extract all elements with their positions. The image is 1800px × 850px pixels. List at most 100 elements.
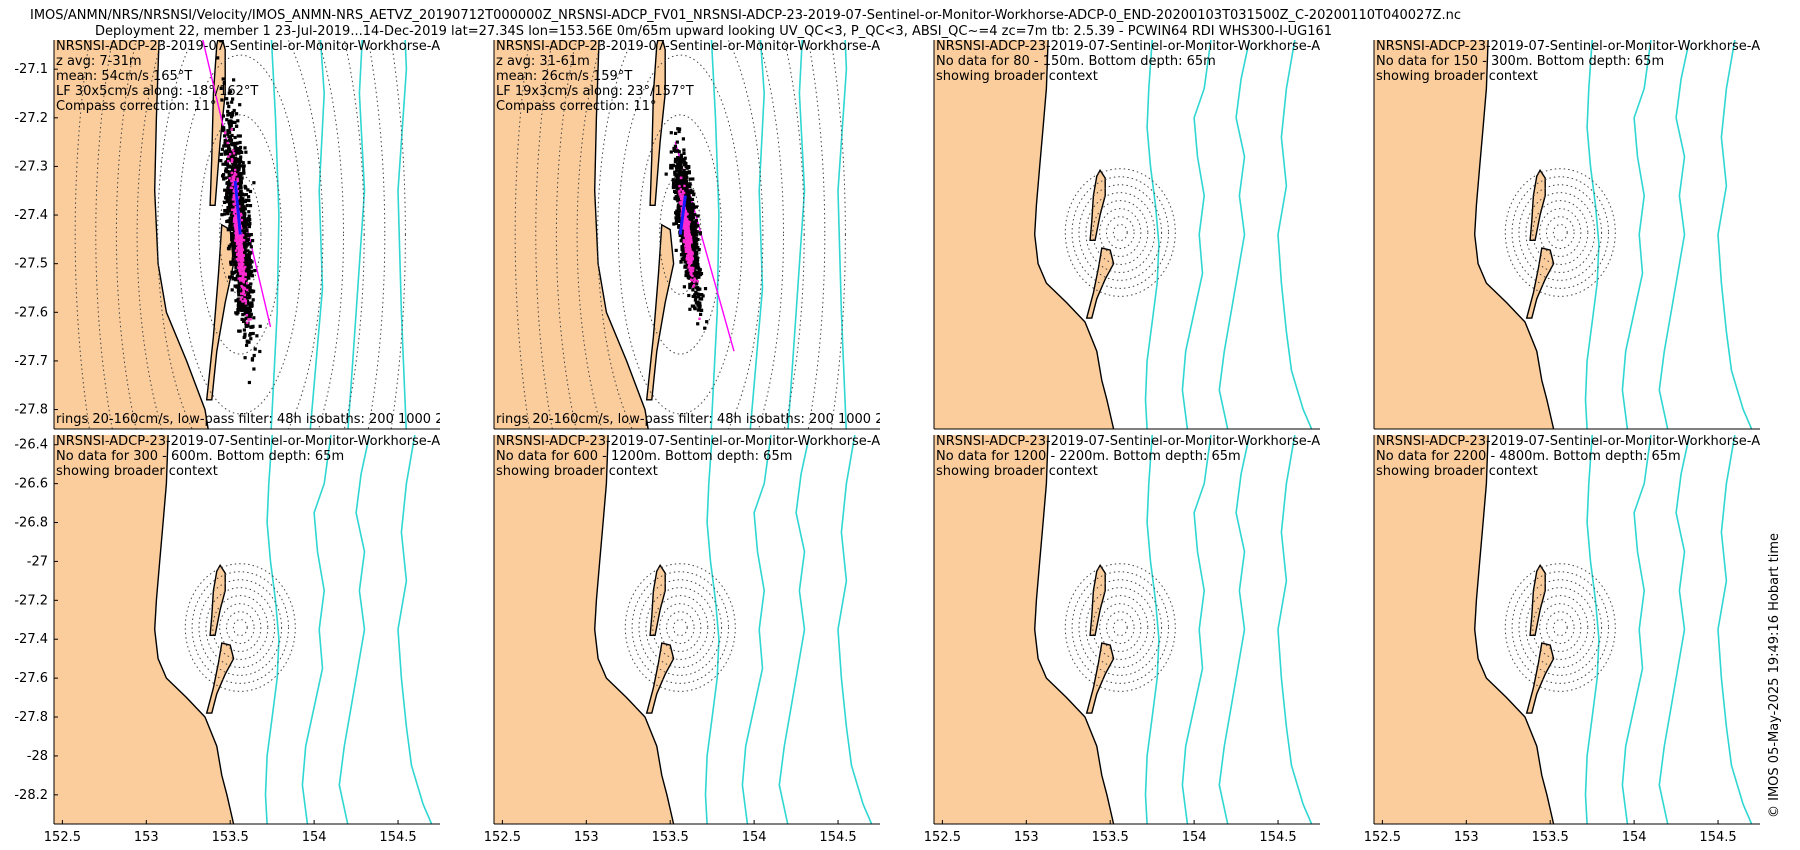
scatter-point xyxy=(232,182,235,186)
scatter-point xyxy=(244,236,248,240)
scatter-point xyxy=(231,149,235,152)
isobath-4000 xyxy=(1717,435,1753,824)
x-tick-label: 154.5 xyxy=(1259,830,1296,845)
panel-annotation-line: showing broader context xyxy=(1376,69,1538,84)
scatter-point xyxy=(240,292,243,295)
scatter-point xyxy=(686,254,689,257)
scatter-point xyxy=(232,202,235,206)
scatter-point xyxy=(228,199,232,203)
scatter-point xyxy=(238,269,241,273)
scatter-point xyxy=(680,237,684,241)
panel-annotations: NRSNSI-ADCP-23-2019-07-Sentinel-or-Monit… xyxy=(56,40,506,427)
scatter-point xyxy=(229,153,234,157)
scatter-point xyxy=(251,331,255,336)
scatter-point xyxy=(227,91,231,95)
scatter-point xyxy=(219,40,223,43)
scatter-point xyxy=(240,227,243,230)
scatter-point xyxy=(239,277,242,280)
scatter-point xyxy=(241,234,245,237)
scatter-point xyxy=(243,284,247,288)
coastline xyxy=(1033,435,1115,824)
scatter-point xyxy=(237,285,241,289)
scatter-point xyxy=(678,213,682,217)
scatter-point xyxy=(221,174,225,178)
scatter-point xyxy=(243,243,247,248)
scatter-point xyxy=(696,224,700,228)
scatter-point xyxy=(248,285,252,290)
scatter-point xyxy=(682,240,686,244)
scatter-point xyxy=(679,166,683,170)
scatter-point xyxy=(234,124,239,128)
scatter-point xyxy=(679,192,683,196)
scatter-point xyxy=(687,170,691,174)
scatter-point xyxy=(691,251,694,255)
scatter-point xyxy=(676,192,680,196)
scatter-point xyxy=(674,211,678,215)
scatter-point xyxy=(229,262,233,266)
scatter-point xyxy=(247,257,251,262)
scatter-point xyxy=(678,201,682,204)
scatter-point xyxy=(246,263,250,267)
scatter-point xyxy=(698,293,702,297)
scatter-point xyxy=(685,262,689,266)
scatter-point xyxy=(696,308,700,312)
x-tick-label: 154 xyxy=(302,830,327,845)
scatter-point xyxy=(236,253,239,256)
scatter-point xyxy=(224,131,227,134)
scatter-point xyxy=(233,135,237,140)
scatter-point xyxy=(691,288,695,292)
scatter-point xyxy=(248,304,252,308)
scatter-point xyxy=(243,224,248,228)
scatter-point xyxy=(226,191,230,195)
velocity-ring xyxy=(638,114,723,355)
scatter-point xyxy=(684,175,688,180)
panel-footer: rings 20-160cm/s, low-pass filter: 48h i… xyxy=(56,412,506,427)
isobath-200 xyxy=(270,40,280,429)
scatter-point xyxy=(690,267,694,270)
velocity-ring xyxy=(597,40,764,429)
mean-vector xyxy=(678,195,687,235)
scatter-point xyxy=(248,309,252,313)
scatter-point xyxy=(242,267,246,271)
isobath-200 xyxy=(1144,435,1160,824)
scatter-point xyxy=(685,241,688,244)
scatter-point xyxy=(232,270,236,275)
scatter-point xyxy=(694,225,698,229)
velocity-ring xyxy=(177,54,303,415)
scatter-point xyxy=(243,282,248,286)
panel-plot-area: NRSNSI-ADCP-23-2019-07-Sentinel-or-Monit… xyxy=(1374,435,1760,824)
scatter-point xyxy=(236,234,239,238)
scatter-point xyxy=(248,252,252,256)
velocity-ring xyxy=(1112,619,1128,637)
scatter-point xyxy=(675,218,679,222)
velocity-ring xyxy=(1092,200,1149,265)
isobath-1000 xyxy=(741,435,772,824)
scatter-point xyxy=(688,307,692,311)
scatter-point xyxy=(683,184,686,188)
scatter-point xyxy=(229,260,233,264)
scatter-point xyxy=(682,254,686,258)
scatter-point xyxy=(236,141,240,145)
scatter-point xyxy=(246,288,249,292)
scatter-point xyxy=(235,160,239,164)
scatter-point xyxy=(678,127,682,131)
stradbroke-island xyxy=(645,223,675,401)
scatter-point xyxy=(691,269,695,273)
scatter-point xyxy=(246,249,250,253)
scatter-point xyxy=(225,195,230,199)
panel-annotation-line: showing broader context xyxy=(936,69,1098,84)
scatter-point xyxy=(230,160,234,163)
scatter-point xyxy=(682,151,686,155)
y-tick-label: -26.8 xyxy=(14,516,48,531)
scatter-point xyxy=(674,221,678,226)
scatter-point xyxy=(683,156,687,160)
scatter-point xyxy=(688,197,692,201)
scatter-point xyxy=(242,272,246,275)
scatter-point xyxy=(237,164,241,168)
scatter-point xyxy=(689,188,693,192)
scatter-point xyxy=(678,207,682,211)
scatter-point xyxy=(679,199,683,203)
scatter-point xyxy=(225,149,229,153)
isobath-200 xyxy=(1584,435,1600,824)
scatter-point xyxy=(231,120,235,124)
